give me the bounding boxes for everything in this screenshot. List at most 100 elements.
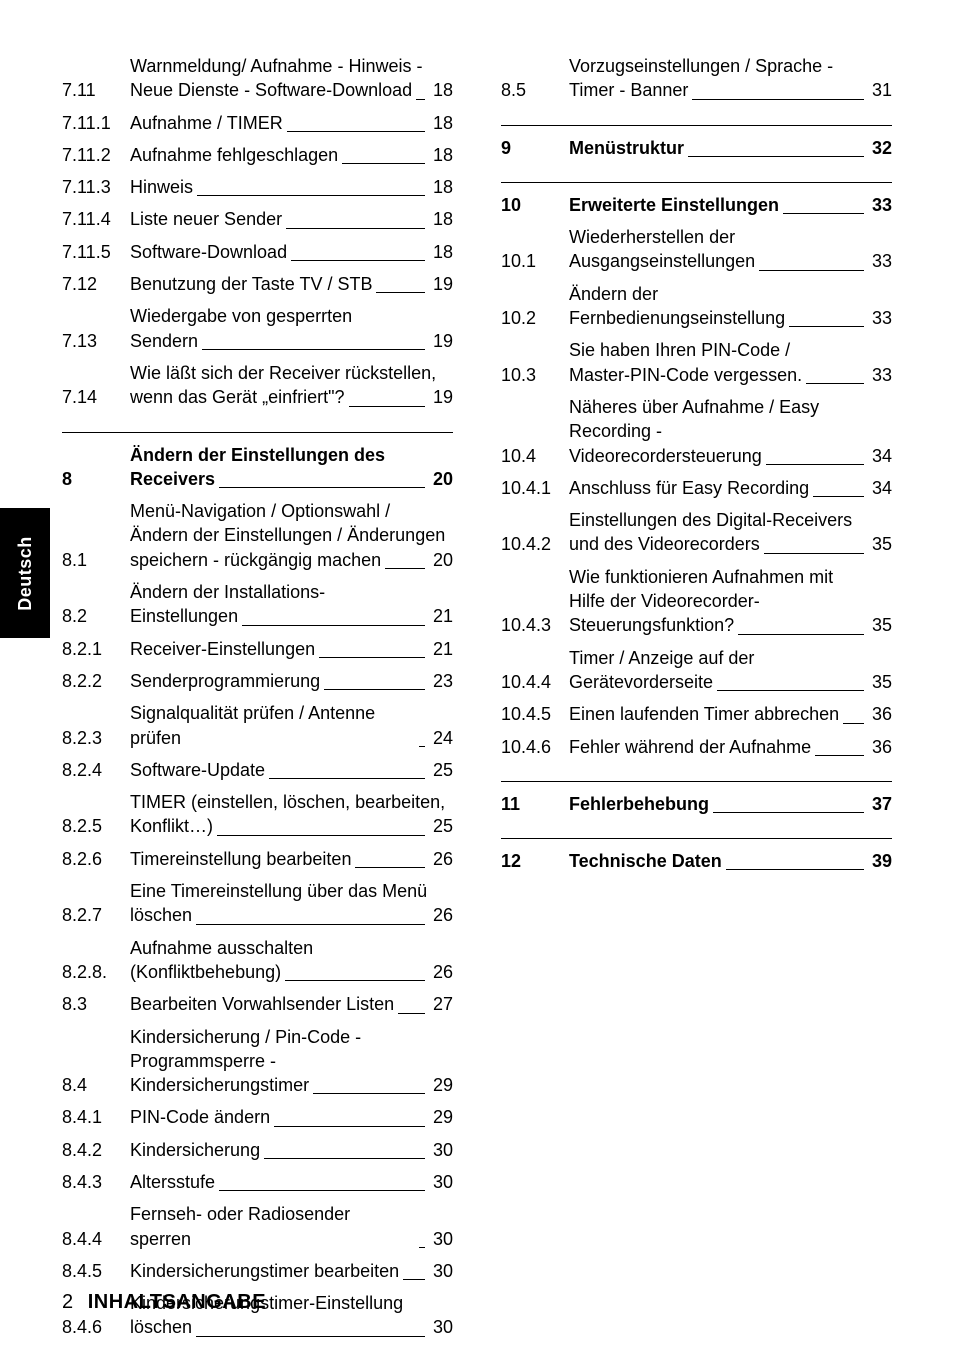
toc-entry-page: 26 (429, 903, 453, 927)
toc-entry-label: Kindersicherung30 (130, 1138, 453, 1162)
toc-entry-text: Fehlerbehebung (569, 792, 709, 816)
toc-entry-number: 10.4.1 (501, 476, 569, 500)
toc-entry-label: Eine Timereinstellung über das Menülösch… (130, 879, 453, 928)
toc-entry-number: 10.1 (501, 249, 569, 273)
toc-entry-number: 10.4 (501, 444, 569, 468)
toc-leader (342, 163, 425, 164)
toc-leader (324, 689, 425, 690)
toc-entry-text: Einstellungen (130, 604, 238, 628)
toc-entry-number: 10.4.2 (501, 532, 569, 556)
toc-entry-label: Benutzung der Taste TV / STB19 (130, 272, 453, 296)
toc-entry-text: Benutzung der Taste TV / STB (130, 272, 372, 296)
toc-entry-page: 19 (429, 385, 453, 409)
toc-entry-number: 8.4 (62, 1073, 130, 1097)
toc-entry: 8.4.4Fernseh- oder Radiosender sperren30 (62, 1202, 453, 1251)
toc-leader (264, 1158, 425, 1159)
toc-entry-page: 20 (429, 548, 453, 572)
toc-entry-page: 39 (868, 849, 892, 873)
toc-leader (219, 487, 425, 488)
footer-title: INHALTSANGABE (88, 1291, 266, 1313)
language-side-tab: Deutsch (0, 508, 50, 638)
toc-entry-number: 7.11.4 (62, 207, 130, 231)
toc-entry-page: 18 (429, 143, 453, 167)
toc-leader (217, 835, 425, 836)
toc-entry: 10.4.4Timer / Anzeige auf derGerätevorde… (501, 646, 892, 695)
toc-entry-page: 29 (429, 1073, 453, 1097)
toc-leader (355, 867, 425, 868)
toc-entry: 8.4.1PIN-Code ändern29 (62, 1105, 453, 1129)
toc-leader (419, 746, 425, 747)
toc-entry-number: 8.2.6 (62, 847, 130, 871)
toc-entry: 8.2.2Senderprogrammierung23 (62, 669, 453, 693)
toc-entry-number: 10.4.5 (501, 702, 569, 726)
toc-entry-text: Wiedergabe von gesperrten (130, 306, 352, 326)
toc-entry-text: Anschluss für Easy Recording (569, 476, 809, 500)
toc-entry-page: 27 (429, 992, 453, 1016)
toc-entry-page: 30 (429, 1259, 453, 1283)
toc-entry-text: Wiederherstellen der (569, 227, 735, 247)
toc-entry-number: 8.2.2 (62, 669, 130, 693)
toc-entry: 8.2.1Receiver-Einstellungen21 (62, 637, 453, 661)
toc-entry-label: Einstellungen des Digital-Receiversund d… (569, 508, 892, 557)
toc-entry-label: PIN-Code ändern29 (130, 1105, 453, 1129)
toc-entry: 8.2Ändern der Installations-Einstellunge… (62, 580, 453, 629)
page: Deutsch 7.11Warnmeldung/ Aufnahme - Hinw… (0, 0, 954, 1352)
toc-entry-page: 26 (429, 960, 453, 984)
toc-entry-text: Recording - (569, 421, 662, 441)
toc-entry-label: Liste neuer Sender18 (130, 207, 453, 231)
toc-entry: 8.4Kindersicherung / Pin-Code -Programms… (62, 1025, 453, 1098)
toc-entry-text: Software-Update (130, 758, 265, 782)
toc-entry-label: Timer / Anzeige auf derGerätevorderseite… (569, 646, 892, 695)
toc-entry-label: Hinweis18 (130, 175, 453, 199)
toc-entry-text: Eine Timereinstellung über das Menü (130, 881, 427, 901)
toc-entry: 8.2.5TIMER (einstellen, löschen, bearbei… (62, 790, 453, 839)
toc-leader (766, 464, 864, 465)
toc-leader (713, 812, 864, 813)
toc-entry-page: 33 (868, 363, 892, 387)
toc-entry-page: 35 (868, 613, 892, 637)
toc-leader (726, 869, 864, 870)
toc-entry-page: 25 (429, 758, 453, 782)
toc-entry-label: Warnmeldung/ Aufnahme - Hinweis -Neue Di… (130, 54, 453, 103)
toc-entry-text: Hinweis (130, 175, 193, 199)
toc-entry: 8.5Vorzugseinstellungen / Sprache -Timer… (501, 54, 892, 103)
toc-entry-text: Videorecordersteuerung (569, 444, 762, 468)
toc-leader (385, 568, 425, 569)
toc-entry-page: 24 (429, 726, 453, 750)
toc-entry-label: TIMER (einstellen, löschen, bearbeiten,K… (130, 790, 453, 839)
toc-leader (349, 406, 425, 407)
toc-entry-text: und des Videorecorders (569, 532, 760, 556)
toc-entry-page: 25 (429, 814, 453, 838)
toc-entry-text: Receiver-Einstellungen (130, 637, 315, 661)
toc-leader (398, 1013, 425, 1014)
toc-entry-text: löschen (130, 903, 192, 927)
toc-entry-page: 30 (429, 1170, 453, 1194)
toc-entry-text: Fehler während der Aufnahme (569, 735, 811, 759)
toc-entry-number: 9 (501, 136, 569, 160)
toc-entry-page: 31 (868, 78, 892, 102)
toc-entry: 10.4.1Anschluss für Easy Recording34 (501, 476, 892, 500)
toc-entry: 8.4.3Altersstufe30 (62, 1170, 453, 1194)
toc-entry-label: Wiedergabe von gesperrtenSendern19 (130, 304, 453, 353)
toc-entry-label: Kindersicherung / Pin-Code -Programmsper… (130, 1025, 453, 1098)
toc-entry-page: 29 (429, 1105, 453, 1129)
toc-entry: 7.11.1Aufnahme / TIMER18 (62, 111, 453, 135)
toc-entry-text: Sendern (130, 329, 198, 353)
toc-leader (806, 383, 864, 384)
toc-entry-page: 35 (868, 532, 892, 556)
toc-leader (269, 778, 425, 779)
toc-entry-number: 8.2 (62, 604, 130, 628)
toc-entry-number: 8.2.4 (62, 758, 130, 782)
toc-leader (313, 1093, 425, 1094)
toc-entry-label: Näheres über Aufnahme / Easy Recording - V… (569, 395, 892, 468)
toc-entry-text: Näheres über Aufnahme / Easy (569, 397, 819, 417)
toc-entry: 10Erweiterte Einstellungen33 (501, 193, 892, 217)
toc-entry-page: 33 (868, 249, 892, 273)
toc-leader (692, 99, 864, 100)
toc-entry-text: Ändern der Installations- (130, 582, 325, 602)
toc-entry: 8.2.4Software-Update 25 (62, 758, 453, 782)
toc-column-right: 8.5Vorzugseinstellungen / Sprache -Timer… (501, 54, 892, 1348)
toc-entry-number: 8.4.1 (62, 1105, 130, 1129)
toc-entry-text: Programmsperre - (130, 1051, 276, 1071)
toc-entry-label: Software-Download18 (130, 240, 453, 264)
